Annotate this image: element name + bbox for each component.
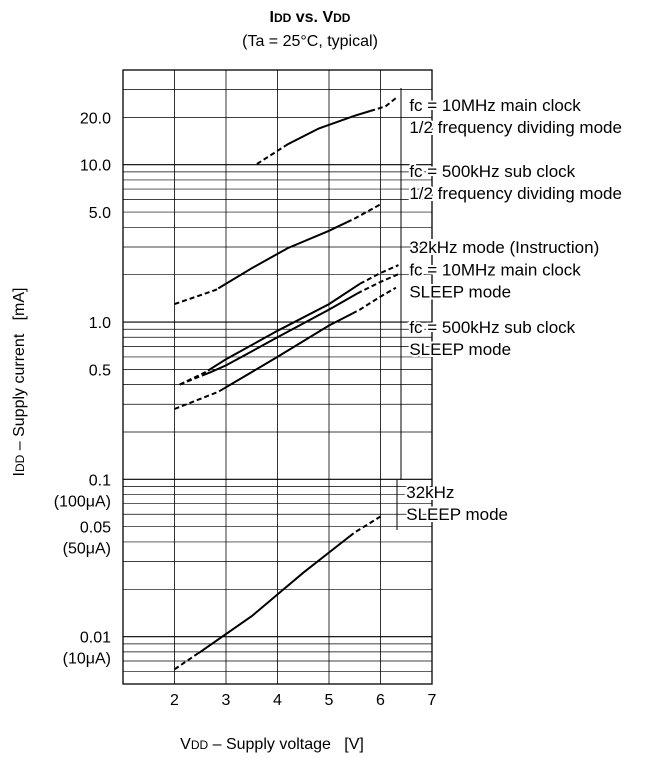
series-layer: [173, 97, 402, 671]
y-tick-sublabel: (100μA): [54, 493, 111, 510]
y-tick-sublabel: (10μA): [63, 651, 111, 668]
series-solid: [222, 312, 353, 390]
annotation-label: SLEEP mode: [406, 505, 508, 524]
y-tick-labels: 20.0 10.0 5.0 1.0 0.5 0.1 (100μA) 0.05 (50μA) 0.0…: [54, 110, 111, 667]
y-tick-label: 0.01: [80, 630, 111, 647]
series-dashed-start: [174, 287, 219, 306]
x-tick-label: 6: [376, 692, 385, 709]
annotation-layer: fc = 10MHz main clock 1/2 frequency divid…: [404, 94, 624, 526]
chart-title-i-sub: DD: [274, 11, 292, 25]
series-dashed-end: [348, 515, 382, 538]
x-axis-label: VDD – Supply voltage [V]: [180, 736, 364, 753]
x-tick-label: 5: [325, 692, 334, 709]
x-tick-label: 2: [170, 692, 179, 709]
y-axis-label: IDD – Supply current [mA]: [11, 288, 28, 477]
annotation-label: 32kHz: [406, 483, 454, 502]
x-tick-labels: 2 3 4 5 6 7: [170, 692, 437, 709]
chart-title-i: I: [270, 9, 274, 26]
series-dashed-end: [369, 97, 397, 112]
series-fc500k-half: [174, 203, 381, 306]
y-tick-label: 1.0: [89, 315, 111, 332]
annotation-label: fc = 500kHz sub clock: [409, 162, 575, 181]
series-dashed-start: [179, 374, 204, 386]
x-tick-label: 3: [222, 692, 231, 709]
annotation-label: SLEEP mode: [409, 340, 511, 359]
x-tick-label: 7: [428, 692, 437, 709]
plot-frame: [122, 69, 433, 685]
chart-title-v-sub: DD: [333, 11, 351, 25]
series-dashed-start: [256, 145, 286, 165]
series-solid: [197, 535, 351, 655]
series-fc10m-sleep: [179, 264, 399, 386]
y-tick-label: 0.1: [89, 472, 111, 489]
annotation-label: 1/2 frequency dividing mode: [409, 184, 622, 203]
chart-title: IDD vs. VDD: [270, 9, 351, 26]
series-fc500k-sleep: [179, 272, 402, 386]
series-solid: [202, 292, 358, 377]
annotation-label: 1/2 frequency dividing mode: [409, 118, 622, 137]
series-dashed-start: [174, 387, 224, 410]
y-axis-label-i: I: [11, 472, 28, 476]
x-axis-label-sub: DD: [191, 738, 209, 752]
x-axis-label-rest: – Supply voltage [V]: [208, 736, 364, 753]
series-dashed-end: [351, 286, 397, 315]
annotation-label: 32kHz mode (Instruction): [409, 238, 599, 257]
y-tick-label: 5.0: [89, 205, 111, 222]
series-dashed-start: [173, 652, 199, 671]
series-dashed-end: [346, 203, 381, 224]
chart-title-vs: vs.: [291, 9, 322, 26]
y-tick-label: 0.05: [80, 520, 111, 537]
series-32k-instruction: [174, 286, 397, 410]
series-dashed-end: [356, 272, 402, 295]
chart-subtitle: (Ta = 25°C, typical): [242, 33, 378, 50]
x-axis-label-v: V: [180, 736, 191, 753]
series-solid: [217, 221, 348, 290]
annotation-leaders: [396, 88, 402, 530]
y-tick-sublabel: (50μA): [63, 541, 111, 558]
series-fc10m-half: [256, 97, 397, 165]
series-solid: [284, 110, 371, 147]
series-dashed-end: [359, 264, 399, 285]
annotation-label: fc = 500kHz sub clock: [409, 318, 575, 337]
y-tick-label: 20.0: [80, 110, 111, 127]
x-tick-label: 4: [273, 692, 282, 709]
annotation-label: fc = 10MHz main clock: [409, 96, 581, 115]
y-axis-label-rest: – Supply current [mA]: [11, 288, 28, 455]
y-tick-label: 10.0: [80, 158, 111, 175]
annotation-label: SLEEP mode: [409, 283, 511, 302]
grid-layer: [123, 70, 432, 684]
y-tick-label: 0.5: [89, 362, 111, 379]
series-solid: [207, 282, 361, 372]
y-axis-label-sub: DD: [13, 454, 27, 472]
chart-title-v: V: [322, 9, 333, 26]
annotation-label: fc = 10MHz main clock: [409, 261, 581, 280]
series-32k-sleep: [173, 515, 382, 671]
